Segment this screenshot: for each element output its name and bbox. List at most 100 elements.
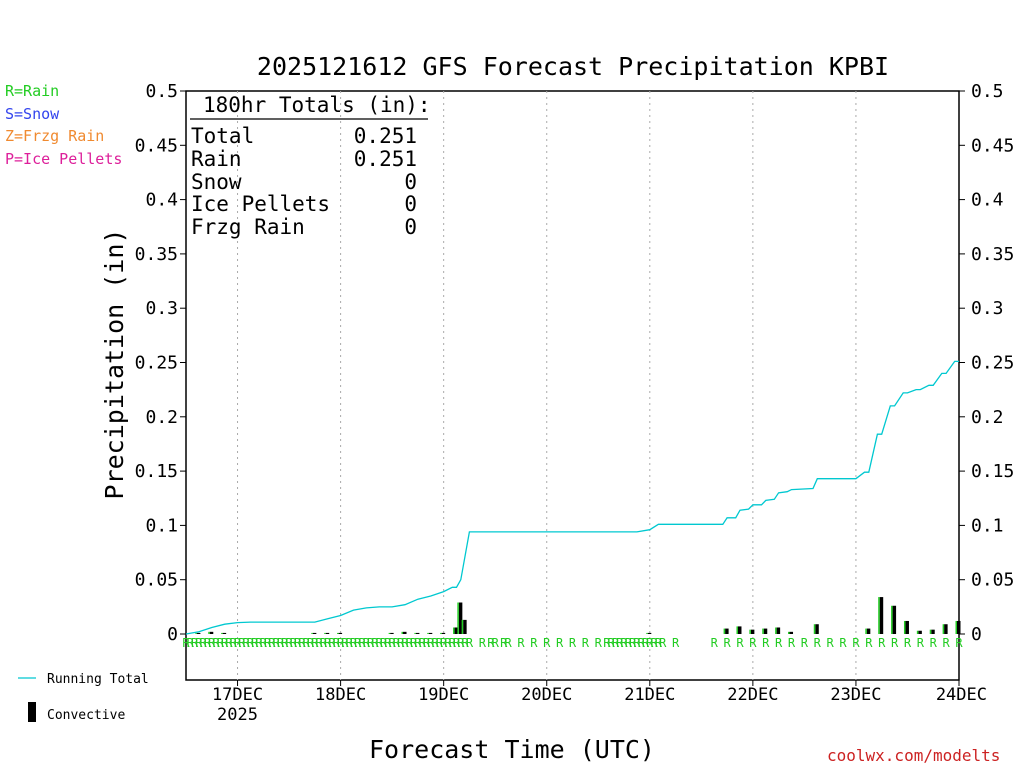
rain-bar [388, 632, 391, 634]
precip-type-marker: R [827, 636, 835, 650]
precip-type-marker: R [930, 636, 938, 650]
rain-bar [903, 620, 906, 634]
rain-bar [414, 632, 416, 634]
convective-bar [312, 632, 317, 634]
rain-bar [311, 632, 313, 634]
precip-type-marker: R [852, 636, 860, 650]
precip-type-marker: R [191, 636, 199, 650]
totals-label-frzg-rain: Frzg Rain [191, 215, 305, 239]
precip-type-marker: R [264, 636, 272, 650]
precip-type-marker: R [762, 636, 770, 650]
precip-type-marker: R [504, 636, 512, 650]
x-tick-label: 24DEC [936, 685, 987, 705]
convective-bar [647, 632, 652, 634]
y-tick-label-left: 0.25 [135, 353, 178, 374]
rain-bar [221, 632, 223, 634]
legend-frzg-rain: Z=Frzg Rain [5, 127, 104, 145]
convective-bar [918, 630, 922, 634]
convective-bar [931, 629, 935, 634]
precip-type-marker: R [410, 636, 418, 650]
precip-type-marker: R [942, 636, 950, 650]
convective-bar [390, 632, 394, 634]
y-tick-label-left: 0.4 [145, 190, 178, 211]
precip-type-marker: R [711, 636, 719, 650]
precip-type-marker: R [341, 636, 349, 650]
x-axis-label: Forecast Time (UTC) [369, 735, 655, 764]
grid-lines [237, 91, 857, 680]
credit-text: coolwx.com/modelts [827, 746, 1000, 765]
precip-type-marker: R [449, 636, 457, 650]
legend-rain: R=Rain [5, 82, 59, 100]
rain-bar [646, 632, 648, 634]
precip-type-marker: R [479, 636, 487, 650]
convective-bar [957, 620, 961, 634]
precip-type-marker: R [234, 636, 242, 650]
precip-type-marker: R [865, 636, 873, 650]
precip-type-marker: R [569, 636, 577, 650]
precip-type-marker: R [487, 636, 495, 650]
y-tick-label-left: 0.1 [145, 515, 178, 536]
convective-bar [750, 629, 755, 634]
precip-type-marker: R [187, 636, 195, 650]
precip-type-marker: R [316, 636, 324, 650]
precip-type-marker: R [406, 636, 414, 650]
rain-bar [865, 628, 867, 634]
convective-bar [866, 628, 871, 634]
precip-type-marker: R [440, 636, 448, 650]
precip-type-marker: R [839, 636, 847, 650]
rain-bar [440, 632, 442, 634]
y-tick-label-left: 0.45 [135, 135, 178, 156]
precip-type-marker: R [462, 636, 470, 650]
precip-type-marker: R [646, 636, 654, 650]
convective-bar [905, 620, 909, 634]
precip-type-marker: R [891, 636, 899, 650]
legend-ice-pellets: P=Ice Pellets [5, 150, 122, 168]
precip-type-marker: R [221, 636, 229, 650]
rain-bar [208, 631, 210, 634]
y-tick-label-right: 0.25 [971, 353, 1014, 374]
precip-type-marker: R [419, 636, 427, 650]
y-tick-label-left: 0.15 [135, 461, 178, 482]
precip-type-marker: R [255, 636, 263, 650]
precip-type-marker: R [414, 636, 422, 650]
convective-bar [944, 624, 948, 634]
precip-type-marker: R [723, 636, 731, 650]
convective-bar [737, 626, 742, 634]
precip-type-marker: R [281, 636, 289, 650]
precip-type-marker: R [595, 636, 603, 650]
convective-bar [892, 605, 897, 634]
precip-type-marker: R [389, 636, 397, 650]
precip-type-marker: R [608, 636, 616, 650]
precip-type-marker: R [328, 636, 336, 650]
totals-box: 180hr Totals (in): Total 0.251 Rain 0.25… [190, 93, 431, 239]
rain-bar [324, 632, 326, 634]
rain-bar [427, 632, 429, 634]
precip-type-marker: R [466, 636, 474, 650]
precip-type-marker: R [543, 636, 551, 650]
precip-type-marker: R [423, 636, 431, 650]
precip-type-marker: R [642, 636, 650, 650]
rain-bar [788, 631, 790, 634]
precip-type-marker: R [401, 636, 409, 650]
rain-bar [891, 605, 893, 634]
x-tick-label: 20DEC [521, 685, 572, 705]
rain-bar [457, 602, 459, 634]
precip-type-marker: R [277, 636, 285, 650]
precip-type-marker: R [603, 636, 611, 650]
precip-type-marker: R [225, 636, 233, 650]
precip-type-marker: R [629, 636, 637, 650]
precip-type-marker: R [273, 636, 281, 650]
convective-bar [428, 632, 433, 634]
convective-bar [415, 632, 420, 634]
rain-bar [461, 619, 464, 634]
precip-type-marker: R [878, 636, 886, 650]
precip-type-marker: R [358, 636, 366, 650]
precip-type-marker: R [904, 636, 912, 650]
y-tick-label-right: 0 [971, 624, 982, 645]
y-tick-label-right: 0.1 [971, 515, 1004, 536]
precip-type-marker: R [350, 636, 358, 650]
rain-bar [736, 626, 738, 634]
precip-type-marker: R [453, 636, 461, 650]
precip-type-marker: R [195, 636, 203, 650]
